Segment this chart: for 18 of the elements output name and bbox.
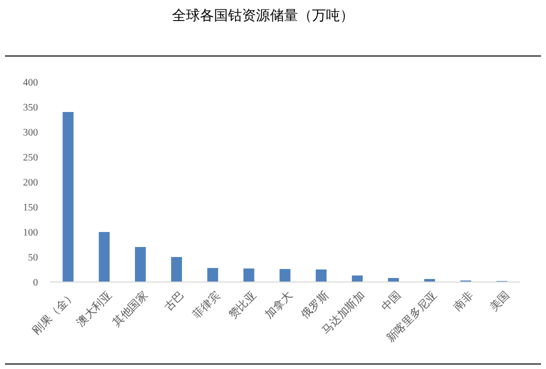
y-tick-label: 200 xyxy=(23,178,38,188)
y-tick-label: 400 xyxy=(23,78,38,88)
x-tick-label: 赞比亚 xyxy=(226,288,259,322)
x-tick-label: 俄罗斯 xyxy=(298,288,332,322)
y-tick-label: 50 xyxy=(28,252,38,264)
x-tick-label: 加拿大 xyxy=(262,288,296,322)
x-tick-label: 古巴 xyxy=(162,288,187,314)
y-tick-label: 300 xyxy=(23,128,38,138)
y-tick-label: 350 xyxy=(23,102,38,114)
x-tick-label: 中国 xyxy=(378,288,404,314)
y-tick-label: 100 xyxy=(23,228,38,238)
x-tick-label: 南非 xyxy=(451,288,476,314)
y-tick-label: 150 xyxy=(23,202,38,214)
x-tick-label: 菲律宾 xyxy=(190,288,223,322)
y-tick-label: 0 xyxy=(33,278,38,288)
x-tick-label: 美国 xyxy=(487,288,512,314)
chart-title: 全球各国钴资源储量（万吨） xyxy=(172,8,354,24)
y-tick-label: 250 xyxy=(23,152,38,164)
